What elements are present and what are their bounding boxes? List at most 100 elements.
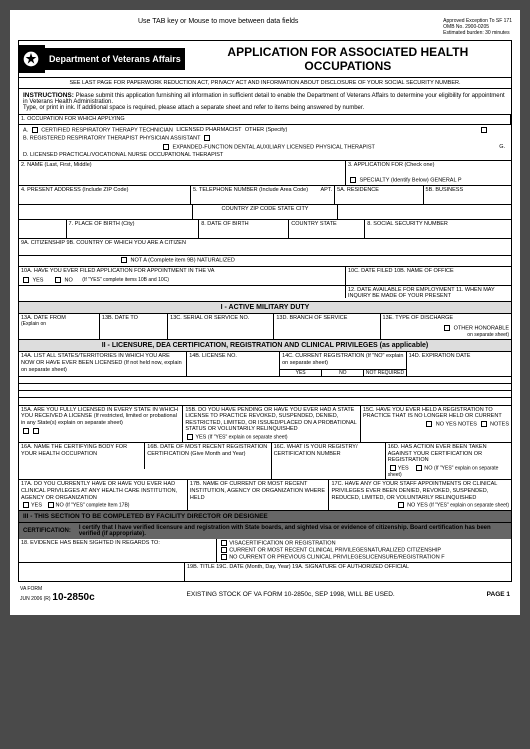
- field-1: 1. OCCUPATION FOR WHICH APPLYING A. CERT…: [18, 115, 512, 161]
- f16a: 16A. NAME THE CERTIFYING BODY FOR YOUR H…: [19, 443, 145, 469]
- f13e: 13E. TYPE OF DISCHARGE: [383, 315, 509, 322]
- top-meta-row: Use TAB key or Mouse to move between dat…: [18, 18, 512, 36]
- f9note: NOT A (Complete item 9B): [131, 257, 196, 263]
- f10note: (If "YES" complete items 10B and 10C): [82, 277, 169, 283]
- checkbox[interactable]: [23, 428, 29, 434]
- section-2: II - LICENSURE, DEA CERTIFICATION, REGIS…: [18, 340, 512, 511]
- cert-text: I certify that I have verified licensure…: [79, 525, 507, 537]
- f2: 2. NAME (Last, First, Middle): [19, 161, 346, 185]
- f1-c2: LICENSED PHYSICAL THERAPIST: [287, 144, 375, 150]
- checkbox[interactable]: [350, 177, 356, 183]
- checkbox[interactable]: [444, 325, 450, 331]
- f14b: 14B. LICENSE NO.: [187, 352, 280, 375]
- checkbox[interactable]: [33, 428, 39, 434]
- f16d: 16D. HAS ACTION EVER BEEN TAKEN AGAINST …: [388, 444, 509, 464]
- checkbox[interactable]: [23, 502, 29, 508]
- f17note: (If "YES" complete Item 17B): [65, 503, 129, 509]
- checkbox[interactable]: [121, 257, 127, 263]
- f18: 18. EVIDENCE HAS BEEN SIGHTED IN REGARDS…: [19, 539, 217, 562]
- checkbox[interactable]: [32, 127, 38, 133]
- f10b: 10B. NAME OF OFFICE: [394, 268, 454, 274]
- f8st: STATE: [320, 221, 337, 227]
- form-number: 10-2850c: [52, 592, 94, 603]
- row-7-8: 7. PLACE OF BIRTH (City) 8. DATE OF BIRT…: [18, 220, 512, 239]
- checkbox[interactable]: [163, 144, 169, 150]
- see-last-note: SEE LAST PAGE FOR PAPERWORK REDUCTION AC…: [18, 78, 512, 89]
- checkbox[interactable]: [204, 135, 210, 141]
- f1-c1: EXPANDED-FUNCTION DENTAL AUXILIARY: [173, 144, 285, 150]
- sec3-header: III - THIS SECTION TO BE COMPLETED BY FA…: [19, 511, 511, 523]
- checkbox[interactable]: [187, 434, 193, 440]
- f6a: APT.: [320, 187, 332, 194]
- va-logo: [19, 45, 45, 73]
- checkbox[interactable]: [426, 421, 432, 427]
- f13sheet: on separate sheet): [383, 332, 509, 338]
- f10c: 10C. DATE FILED: [348, 268, 393, 274]
- f13exp: (Explain on: [21, 321, 97, 327]
- f19b: 19B. TITLE: [187, 564, 215, 570]
- form-date: JUN 2006 (R): [20, 596, 51, 602]
- form-title: APPLICATION FOR ASSOCIATED HEALTH OCCUPA…: [185, 41, 511, 77]
- instructions-text1: Please submit this application furnishin…: [23, 93, 505, 105]
- f14c: 14C. CURRENT REGISTRATION (If "NO" expla…: [280, 352, 406, 367]
- f1-g: G.: [499, 144, 505, 150]
- sec2-header: II - LICENSURE, DEA CERTIFICATION, REGIS…: [19, 340, 511, 352]
- f17c: 17C. HAVE ANY OF YOUR STAFF APPOINTMENTS…: [331, 481, 509, 501]
- f15exp: (If "YES" explain on separate sheet): [208, 434, 288, 440]
- f1-b: B.: [23, 136, 28, 142]
- form-page: Use TAB key or Mouse to move between dat…: [10, 10, 520, 615]
- f14d: 14D. EXPIRATION DATE: [407, 352, 511, 375]
- f13a: 13A. DATE FROM: [21, 315, 66, 321]
- f5a: 5A. RESIDENCE: [335, 186, 423, 204]
- f8cs: COUNTRY: [291, 221, 318, 227]
- f13c: 13C. SERIAL OR SERVICE NO.: [168, 314, 274, 340]
- f14a: 14A. LIST ALL STATES/TERRITORIES IN WHIC…: [19, 352, 187, 375]
- checkbox[interactable]: [23, 277, 29, 283]
- header: Department of Veterans Affairs APPLICATI…: [18, 40, 512, 78]
- section-1: I - ACTIVE MILITARY DUTY 13A. DATE FROM …: [18, 302, 512, 341]
- f14yes: YES: [280, 370, 322, 376]
- f3-label: 3. APPLICATION FOR (Check one): [348, 162, 509, 169]
- checkbox[interactable]: [481, 421, 487, 427]
- f14nr: NOT REQUIRED: [364, 370, 405, 376]
- f17b: 17B. NAME OF CURRENT OR MOST RECENT INST…: [188, 480, 330, 510]
- certification-row: CERTIFICATION: I certify that I have ver…: [19, 523, 511, 539]
- f1-label: 1. OCCUPATION FOR WHICH APPLYING: [19, 115, 511, 125]
- f3-b: GENERAL P: [430, 177, 461, 183]
- f9a: 9A. CITIZENSHIP: [21, 240, 65, 246]
- checkbox[interactable]: [48, 502, 54, 508]
- page-number: PAGE 1: [487, 591, 510, 598]
- f4: 4. PRESENT ADDRESS (Include ZIP Code): [21, 187, 128, 193]
- f14no: NO: [322, 370, 364, 376]
- f9nat: NATURALIZED: [197, 257, 235, 263]
- f6d: STATE: [277, 206, 294, 212]
- checkbox[interactable]: [221, 554, 227, 560]
- row-9: 9A. CITIZENSHIP 9B. COUNTRY OF WHICH YOU…: [18, 239, 512, 267]
- f1-d2: OCCUPATIONAL THERAPIST: [149, 152, 224, 158]
- checkbox[interactable]: [55, 277, 61, 283]
- f1-a: A.: [23, 127, 28, 133]
- approval-line3: Estimated burden: 30 minutes: [443, 30, 512, 36]
- checkbox[interactable]: [221, 540, 227, 546]
- sec1-header: I - ACTIVE MILITARY DUTY: [19, 302, 511, 314]
- checkbox[interactable]: [221, 547, 227, 553]
- f1-a3: OTHER (Specify): [245, 127, 287, 133]
- f6c: ZIP CODE: [250, 206, 276, 212]
- row-10: 10A. HAVE YOU EVER FILED APPLICATION FOR…: [18, 267, 512, 302]
- f8dob: 8. DATE OF BIRTH: [199, 220, 289, 238]
- f1-a2: LICENSED PHARMACIST: [176, 127, 241, 133]
- footer: VA FORM JUN 2006 (R) 10-2850c EXISTING S…: [18, 582, 512, 607]
- checkbox[interactable]: [390, 465, 396, 471]
- no: NO: [65, 277, 73, 283]
- section-3: III - THIS SECTION TO BE COMPLETED BY FA…: [18, 511, 512, 582]
- stock-note: EXISTING STOCK OF VA FORM 10-2850c, SEP …: [187, 591, 395, 598]
- checkbox[interactable]: [416, 465, 422, 471]
- instructions-text2: Type, or print in ink. If additional spa…: [23, 105, 364, 111]
- f13other: OTHER HONORABLE: [454, 326, 509, 332]
- f6b: COUNTRY: [222, 206, 249, 212]
- f10a: 10A. HAVE YOU EVER FILED APPLICATION FOR…: [21, 268, 343, 275]
- approval-block: Approved Exception To SF 171 OMB No. 290…: [443, 18, 512, 36]
- checkbox[interactable]: [398, 502, 404, 508]
- f13d: 13D. BRANCH OF SERVICE: [274, 314, 380, 340]
- checkbox[interactable]: [481, 127, 487, 133]
